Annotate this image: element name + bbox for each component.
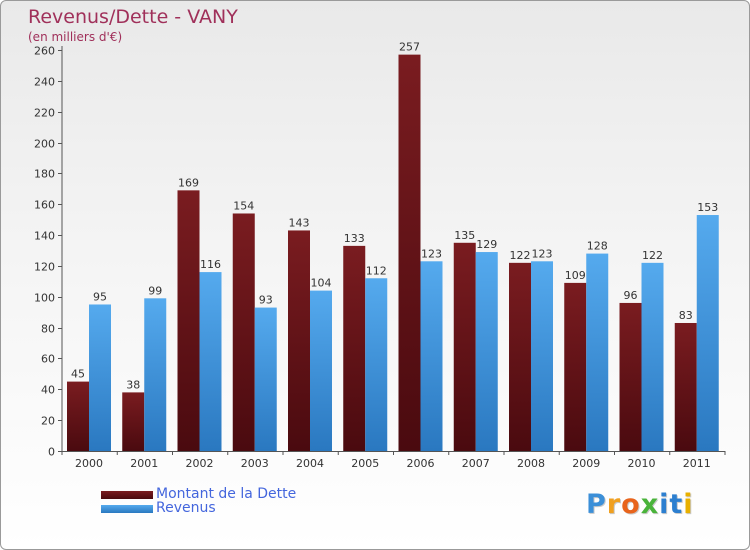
legend-swatch-revenus [101,505,153,513]
x-tick-label: 2004 [296,457,324,470]
data-label-revenus: 95 [93,290,107,303]
x-tick-label: 2005 [351,457,379,470]
y-tick-label: 100 [34,292,55,305]
logo-letter: i [683,489,694,520]
legend-label-dette: Montant de la Dette [156,486,297,502]
logo-letter: P [586,489,607,520]
data-label-dette: 143 [289,216,310,229]
data-label-dette: 38 [126,378,140,391]
logo-letter: t [669,489,684,520]
data-label-revenus: 128 [587,240,608,253]
bar-dette [288,230,310,451]
bar-dette [509,262,531,451]
data-label-dette: 133 [344,232,365,245]
y-tick-label: 60 [41,353,55,366]
bar-dette [674,322,697,451]
data-label-revenus: 104 [311,277,332,290]
x-tick-label: 2010 [628,457,656,470]
data-label-dette: 135 [454,229,475,242]
bar-dette [177,190,200,451]
chart-subtitle: (en milliers d'€) [28,30,123,44]
bar-revenus [641,262,664,451]
bar-revenus [696,215,719,451]
x-tick-label: 2006 [407,457,435,470]
bar-revenus [420,261,443,451]
bar-dette [67,381,89,451]
y-tick-label: 240 [34,76,55,89]
x-tick-label: 2011 [683,457,711,470]
y-tick-label: 140 [34,230,55,243]
data-label-revenus: 129 [476,238,497,251]
bar-revenus [89,304,111,451]
data-label-dette: 83 [679,309,693,322]
logo-letter: x [640,489,660,520]
data-label-revenus: 153 [697,201,718,214]
bar-dette [453,242,476,451]
data-label-revenus: 122 [642,249,663,262]
bar-dette [232,213,255,451]
bar-revenus [586,253,609,451]
x-tick-label: 2009 [572,457,600,470]
y-tick-label: 220 [34,107,55,120]
bar-dette [564,282,587,451]
data-label-revenus: 112 [366,264,387,277]
data-label-revenus: 99 [148,284,162,297]
data-label-dette: 45 [71,368,85,381]
bar-dette [122,392,145,451]
legend-swatch-dette [101,491,153,499]
bar-revenus [144,298,167,451]
y-tick-label: 200 [34,138,55,151]
y-tick-label: 160 [34,199,55,212]
logo-letter: i [659,489,670,520]
proxiti-logo: Proxiti [586,489,694,520]
data-label-dette: 257 [399,41,420,54]
data-label-dette: 169 [178,176,199,189]
data-label-revenus: 93 [259,294,273,307]
bar-revenus [475,252,498,451]
bar-revenus [365,278,388,451]
bar-dette [398,54,421,451]
chart-title: Revenus/Dette - VANY [28,6,238,28]
x-tick-label: 2003 [241,457,269,470]
data-label-revenus: 116 [200,258,221,271]
logo-letter: r [606,489,622,520]
x-tick-label: 2002 [186,457,214,470]
data-label-dette: 109 [565,269,586,282]
y-tick-label: 120 [34,261,55,274]
data-label-dette: 154 [233,199,254,212]
y-tick-label: 40 [41,384,55,397]
x-tick-label: 2001 [130,457,158,470]
bar-revenus [310,290,332,451]
y-tick-label: 0 [48,446,55,459]
x-tick-label: 2008 [517,457,545,470]
y-tick-label: 80 [41,323,55,336]
data-label-dette: 122 [510,249,531,262]
y-tick-label: 180 [34,168,55,181]
bar-dette [343,245,366,451]
bar-dette [619,302,642,451]
logo-letter: o [621,489,641,520]
bar-revenus [199,272,222,451]
data-label-revenus: 123 [532,247,553,260]
data-label-revenus: 123 [421,247,442,260]
y-tick-label: 260 [34,45,55,58]
legend-label-revenus: Revenus [156,500,216,516]
bar-revenus [254,307,277,451]
bar-revenus [531,261,553,451]
data-label-dette: 96 [624,289,638,302]
x-tick-label: 2000 [75,457,103,470]
y-tick-label: 20 [41,415,55,428]
x-tick-label: 2007 [462,457,490,470]
